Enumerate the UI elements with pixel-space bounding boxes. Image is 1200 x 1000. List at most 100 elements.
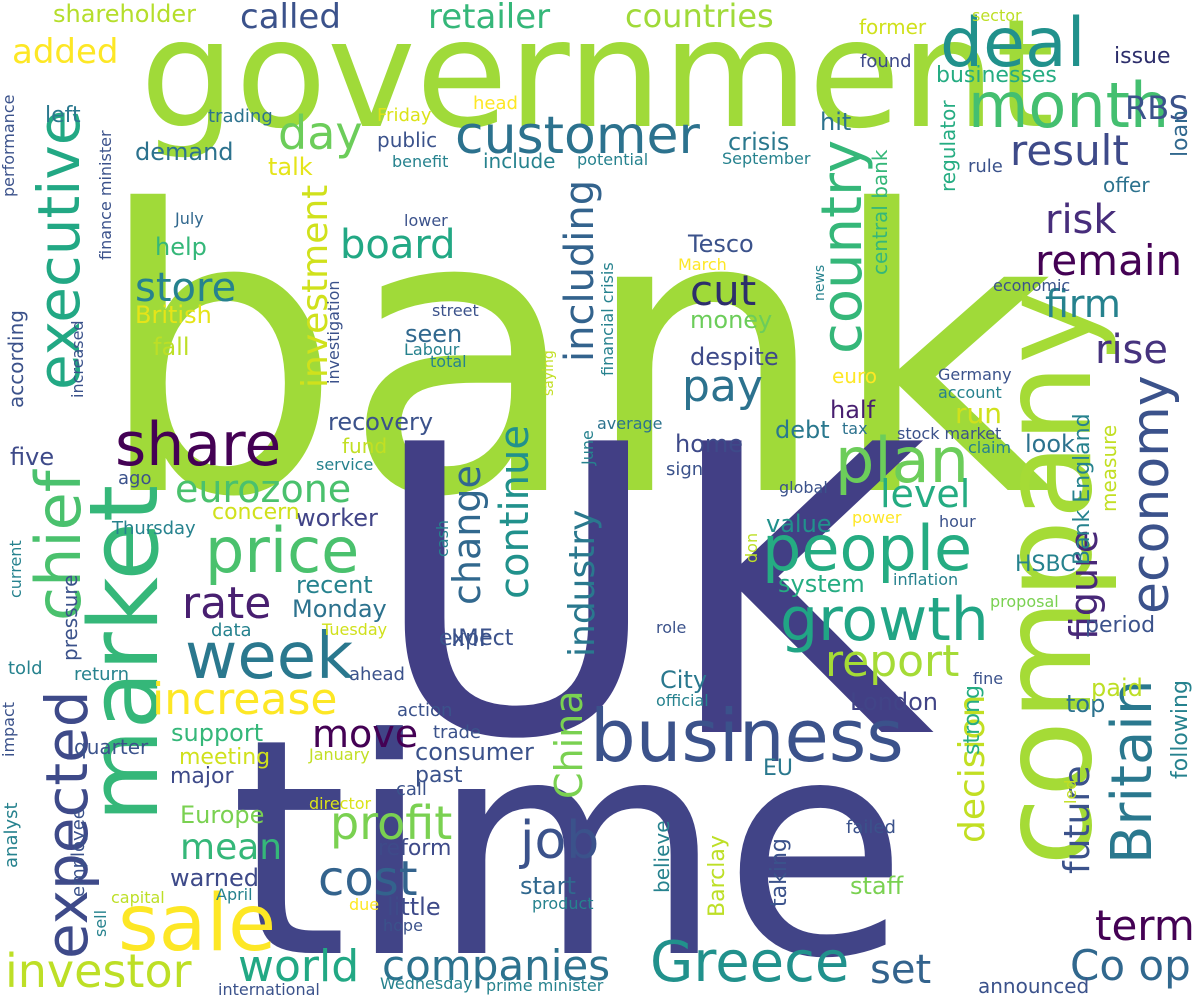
cloud-word-ahead: ahead <box>349 664 405 685</box>
cloud-word-director: director <box>309 794 372 813</box>
cloud-word-half: half <box>830 396 876 424</box>
cloud-word-announced: announced <box>978 974 1090 998</box>
cloud-word-board: board <box>340 222 456 268</box>
cloud-word-euro: euro <box>832 364 877 388</box>
cloud-word-rbs: RBS <box>1125 89 1189 127</box>
cloud-word-period: period <box>1085 613 1156 638</box>
cloud-word-profit: profit <box>330 796 453 850</box>
cloud-word-paid: paid <box>1091 674 1143 702</box>
cloud-word-industry: industry <box>562 509 603 657</box>
cloud-word-warned: warned <box>170 864 259 892</box>
cloud-word-system: system <box>778 570 865 598</box>
cloud-word-remain: remain <box>1035 236 1183 285</box>
cloud-word-capital: capital <box>111 888 165 907</box>
cloud-word-average: average <box>597 414 663 433</box>
cloud-word-bank-england: Bank England <box>1070 413 1095 565</box>
cloud-word-meeting: meeting <box>179 745 271 770</box>
cloud-word-plan: plan <box>835 424 969 497</box>
cloud-word-government: government <box>140 0 1055 162</box>
cloud-word-increased: increased <box>68 320 87 398</box>
cloud-word-july: July <box>175 209 204 228</box>
cloud-word-power: power <box>852 508 902 527</box>
cloud-word-issue: issue <box>1114 44 1171 69</box>
cloud-word-fund: fund <box>342 434 388 458</box>
cloud-word-offer: offer <box>1103 173 1150 197</box>
cloud-word-call: call <box>396 779 427 800</box>
cloud-word-set: set <box>870 947 932 993</box>
cloud-word-finance-minister: finance minister <box>96 130 115 260</box>
cloud-word-sign: sign <box>666 459 704 480</box>
cloud-word-result: result <box>1010 126 1129 175</box>
cloud-word-official: official <box>656 691 709 710</box>
cloud-word-following: following <box>1168 680 1193 779</box>
cloud-word-london: London <box>850 688 938 716</box>
cloud-word-january: January <box>309 745 370 764</box>
cloud-word-expect: expect <box>439 626 514 651</box>
cloud-word-rise: rise <box>1095 327 1169 373</box>
cloud-word-concern: concern <box>212 500 300 525</box>
cloud-word-recent: recent <box>296 571 373 599</box>
cloud-word-eurozone: eurozone <box>175 467 352 511</box>
cloud-word-public: public <box>377 128 438 152</box>
cloud-word-british: British <box>135 301 212 329</box>
cloud-word-cost: cost <box>318 851 418 907</box>
cloud-word-saying: saying <box>541 350 557 396</box>
cloud-word-labour: Labour <box>404 340 460 359</box>
cloud-word-inflation: inflation <box>893 570 959 589</box>
cloud-word-according: according <box>4 310 28 408</box>
cloud-word-called: called <box>240 0 341 37</box>
cloud-word-global: global <box>779 478 828 497</box>
cloud-word-cut: cut <box>690 266 757 315</box>
cloud-word-thursday: Thursday <box>112 518 196 539</box>
cloud-word-prime-minister: prime minister <box>486 976 604 995</box>
cloud-word-seen: seen <box>405 320 463 348</box>
cloud-word-continue: continue <box>492 425 538 599</box>
cloud-word-pressure: pressure <box>58 574 82 661</box>
cloud-word-home: home <box>675 430 744 458</box>
cloud-word-talk: talk <box>268 153 313 181</box>
cloud-word-change: change <box>445 465 489 605</box>
cloud-word-crisis: crisis <box>728 128 790 156</box>
cloud-word-due: due <box>349 895 380 914</box>
cloud-word-account: account <box>938 383 1002 402</box>
cloud-word-potential: potential <box>577 150 649 169</box>
cloud-word-benefit: benefit <box>392 152 449 171</box>
cloud-word-monday: Monday <box>292 595 387 623</box>
cloud-word-cash: cash <box>433 519 452 557</box>
cloud-word-news: news <box>812 264 828 301</box>
cloud-word-sale: sale <box>118 879 277 969</box>
cloud-word-country: country <box>810 139 875 354</box>
cloud-word-share: share <box>115 410 282 480</box>
cloud-word-consumer: consumer <box>415 738 534 766</box>
cloud-word-britain: Britain <box>1100 679 1165 864</box>
cloud-word-fine: fine <box>973 669 1004 688</box>
cloud-word-tuesday: Tuesday <box>322 620 388 639</box>
cloud-word-imf: IMF <box>451 624 493 652</box>
cloud-word-barclay: Barclay <box>705 835 730 917</box>
cloud-word-measure: measure <box>1097 424 1121 512</box>
cloud-word-look: look <box>1025 430 1075 458</box>
cloud-word-economic: economic <box>993 276 1071 295</box>
cloud-word-proposal: proposal <box>990 592 1059 611</box>
cloud-word-month: month <box>968 69 1170 142</box>
cloud-word-sector: sector <box>972 6 1022 25</box>
cloud-word-strong: strong <box>960 684 985 755</box>
cloud-word-tesco: Tesco <box>688 230 754 258</box>
cloud-word-trade: trade <box>433 722 481 743</box>
cloud-word-product: product <box>532 894 594 913</box>
cloud-word-led: led <box>1061 779 1080 804</box>
cloud-word-store: store <box>135 265 237 311</box>
cloud-word-street: street <box>432 301 479 320</box>
cloud-word-worker: worker <box>296 504 378 532</box>
cloud-word-reform: reform <box>378 836 452 861</box>
cloud-word-hour: hour <box>939 512 976 531</box>
cloud-word-action: action <box>397 700 453 721</box>
cloud-word-run: run <box>955 397 1003 430</box>
cloud-word-demand: demand <box>135 138 234 166</box>
cloud-word-told: told <box>8 658 43 679</box>
cloud-word-help: help <box>155 233 207 261</box>
cloud-word-increase: increase <box>152 674 338 725</box>
cloud-word-europe: Europe <box>180 801 265 829</box>
cloud-word-business: business <box>590 694 904 778</box>
cloud-word-former: former <box>859 15 927 39</box>
